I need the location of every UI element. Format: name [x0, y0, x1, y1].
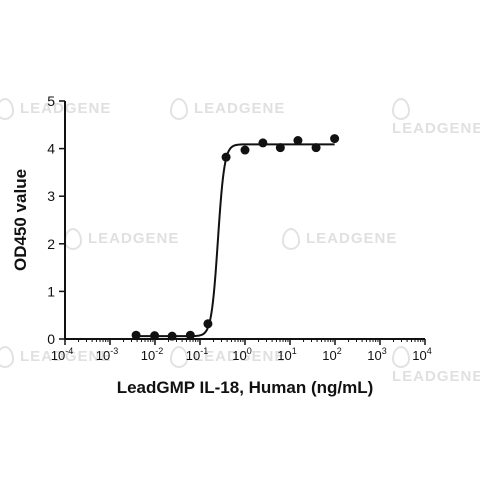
x-tick-label: 103	[367, 346, 386, 363]
watermark: LEADGENE	[170, 346, 285, 368]
watermark: LEADGENE	[170, 98, 285, 120]
watermark: LEADGENE	[0, 346, 111, 368]
data-point	[275, 143, 285, 153]
data-point	[221, 152, 231, 162]
watermark: LEADGENE	[392, 98, 480, 137]
x-tick-label: 102	[322, 346, 341, 363]
y-axis-title: OD450 value	[11, 169, 30, 271]
watermark-text: LEADGENE	[306, 229, 398, 247]
y-tick-label: 2	[47, 236, 55, 252]
data-point	[240, 145, 250, 155]
leaf-logo-icon	[0, 346, 14, 368]
watermark-text: LEADGENE	[194, 347, 286, 365]
x-tick-label: 10-4	[51, 346, 73, 363]
watermark-text: LEADGENE	[392, 368, 480, 385]
watermark: LEADGENE	[392, 346, 480, 385]
watermark-text: LEADGENE	[392, 120, 480, 137]
watermark-text: LEADGENE	[88, 229, 180, 247]
chart-axes	[64, 101, 425, 340]
data-point	[330, 134, 340, 144]
x-tick-label: 10-2	[141, 346, 163, 363]
leaf-logo-icon	[392, 346, 410, 368]
leaf-logo-icon	[170, 98, 188, 120]
y-tick-label: 0	[47, 331, 55, 347]
data-point	[185, 330, 195, 340]
leaf-logo-icon	[392, 98, 410, 120]
watermark-text: LEADGENE	[194, 99, 286, 117]
x-tick-label: 10-3	[96, 346, 118, 363]
data-points	[131, 134, 340, 341]
y-tick-label: 4	[47, 141, 55, 157]
data-point	[311, 143, 321, 153]
x-tick-label: 101	[277, 346, 296, 363]
x-tick-label: 10-1	[186, 346, 208, 363]
data-point	[258, 138, 268, 148]
x-tick-label: 104	[412, 346, 431, 363]
watermark-text: LEADGENE	[20, 347, 112, 365]
data-point	[293, 136, 303, 146]
watermark: LEADGENE	[282, 228, 397, 250]
x-tick-label: 100	[232, 346, 251, 363]
x-axis-title: LeadGMP IL-18, Human (ng/mL)	[117, 378, 374, 397]
data-point	[150, 331, 160, 341]
data-point	[131, 330, 141, 340]
data-point	[203, 319, 213, 329]
y-tick-label: 3	[47, 188, 55, 204]
leaf-logo-icon	[170, 346, 188, 368]
leaf-logo-icon	[0, 98, 14, 120]
data-point	[167, 331, 177, 341]
fit-curve	[136, 143, 335, 338]
y-axis-ticks: 0 1 2 3 4 5	[47, 93, 65, 347]
x-axis-ticks: 10-4 10-3 10-2 10-1 100 101 102 103 104	[51, 339, 432, 363]
y-tick-label: 5	[47, 93, 55, 109]
y-tick-label: 1	[47, 283, 55, 299]
leaf-logo-icon	[282, 228, 300, 250]
